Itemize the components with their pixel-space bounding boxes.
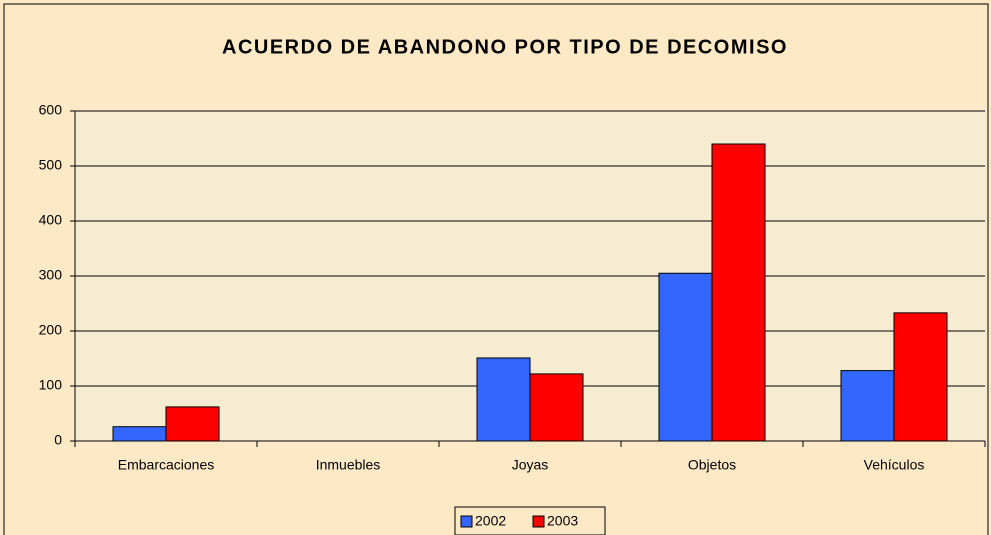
- bar: [476, 357, 531, 442]
- legend-box: [454, 506, 606, 535]
- y-tick-label: 300: [39, 267, 63, 283]
- y-tick-label: 100: [39, 377, 63, 393]
- legend-label: 2003: [547, 513, 578, 529]
- bar: [165, 406, 220, 442]
- y-tick-label: 500: [39, 157, 63, 173]
- bar: [840, 370, 895, 442]
- y-tick-label: 400: [39, 212, 63, 228]
- x-tick-label: Inmuebles: [316, 457, 381, 473]
- bar: [112, 426, 167, 442]
- bar: [658, 272, 713, 442]
- y-tick-label: 0: [54, 432, 62, 448]
- y-tick-label: 600: [39, 102, 63, 118]
- x-tick-label: Joyas: [512, 457, 549, 473]
- x-tick-label: Objetos: [688, 457, 736, 473]
- y-tick-label: 200: [39, 322, 63, 338]
- legend-swatch: [460, 515, 473, 528]
- legend-swatch: [532, 515, 545, 528]
- bar: [893, 312, 948, 442]
- bar: [711, 143, 766, 442]
- chart-title: ACUERDO DE ABANDONO POR TIPO DE DECOMISO: [222, 36, 788, 58]
- legend-label: 2002: [475, 513, 506, 529]
- bar: [529, 373, 584, 442]
- x-tick-label: Vehículos: [864, 457, 925, 473]
- x-tick-label: Embarcaciones: [118, 457, 215, 473]
